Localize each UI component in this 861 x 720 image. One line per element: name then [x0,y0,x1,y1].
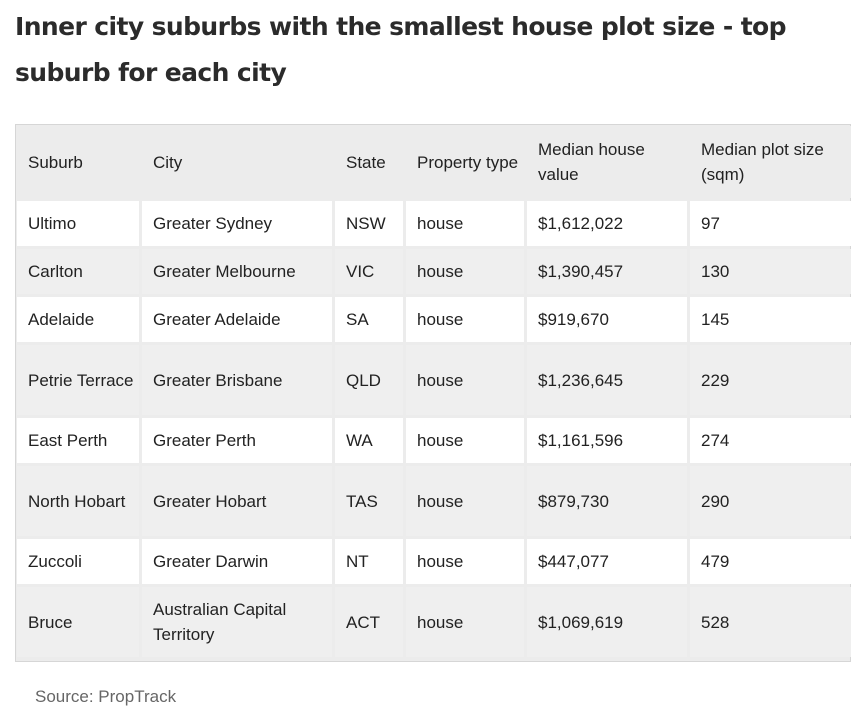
cell-suburb: Ultimo [17,201,139,246]
cell-property-type: house [406,201,524,246]
table-row: Adelaide Greater Adelaide SA house $919,… [17,297,851,342]
cell-state: WA [335,418,403,463]
cell-property-type: house [406,345,524,415]
column-header-suburb: Suburb [17,126,139,198]
column-header-property-type: Property type [406,126,524,198]
cell-state: QLD [335,345,403,415]
cell-suburb: Adelaide [17,297,139,342]
cell-median-plot-size: 479 [690,539,851,584]
cell-city: Greater Sydney [142,201,332,246]
cell-median-plot-size: 229 [690,345,851,415]
cell-city: Greater Adelaide [142,297,332,342]
cell-state: NSW [335,201,403,246]
cell-median-plot-size: 130 [690,249,851,294]
cell-median-plot-size: 528 [690,587,851,657]
cell-suburb: North Hobart [17,466,139,536]
page-title: Inner city suburbs with the smallest hou… [15,12,787,87]
cell-city: Greater Melbourne [142,249,332,294]
cell-state: SA [335,297,403,342]
column-header-median-house-value: Median house value [527,126,687,198]
cell-property-type: house [406,249,524,294]
table-row: North Hobart Greater Hobart TAS house $8… [17,466,851,536]
cell-median-house-value: $919,670 [527,297,687,342]
column-header-median-plot-size: Median plot size (sqm) [690,126,851,198]
table-row: Bruce Australian Capital Territory ACT h… [17,587,851,657]
cell-median-plot-size: 97 [690,201,851,246]
cell-median-house-value: $447,077 [527,539,687,584]
table-container: Suburb City State Property type Median h… [15,124,851,662]
table-row: Zuccoli Greater Darwin NT house $447,077… [17,539,851,584]
cell-suburb: Petrie Terrace [17,345,139,415]
table-row: East Perth Greater Perth WA house $1,161… [17,418,851,463]
cell-property-type: house [406,297,524,342]
cell-suburb: Bruce [17,587,139,657]
cell-property-type: house [406,587,524,657]
cell-city: Greater Perth [142,418,332,463]
cell-city: Greater Brisbane [142,345,332,415]
table-row: Ultimo Greater Sydney NSW house $1,612,0… [17,201,851,246]
cell-median-house-value: $879,730 [527,466,687,536]
cell-median-house-value: $1,236,645 [527,345,687,415]
cell-city: Australian Capital Territory [142,587,332,657]
cell-median-house-value: $1,069,619 [527,587,687,657]
cell-property-type: house [406,539,524,584]
table-row: Petrie Terrace Greater Brisbane QLD hous… [17,345,851,415]
cell-median-plot-size: 145 [690,297,851,342]
table-row: Carlton Greater Melbourne VIC house $1,3… [17,249,851,294]
cell-city: Greater Hobart [142,466,332,536]
column-header-state: State [335,126,403,198]
cell-state: TAS [335,466,403,536]
cell-property-type: house [406,418,524,463]
cell-state: ACT [335,587,403,657]
cell-suburb: East Perth [17,418,139,463]
cell-median-house-value: $1,161,596 [527,418,687,463]
column-header-city: City [142,126,332,198]
table-header-row: Suburb City State Property type Median h… [17,126,851,198]
cell-suburb: Zuccoli [17,539,139,584]
cell-property-type: house [406,466,524,536]
suburb-plot-size-table: Suburb City State Property type Median h… [14,123,854,660]
cell-state: NT [335,539,403,584]
cell-median-plot-size: 274 [690,418,851,463]
cell-state: VIC [335,249,403,294]
cell-median-house-value: $1,612,022 [527,201,687,246]
cell-suburb: Carlton [17,249,139,294]
cell-median-house-value: $1,390,457 [527,249,687,294]
source-caption: Source: PropTrack [35,687,177,706]
cell-city: Greater Darwin [142,539,332,584]
cell-median-plot-size: 290 [690,466,851,536]
